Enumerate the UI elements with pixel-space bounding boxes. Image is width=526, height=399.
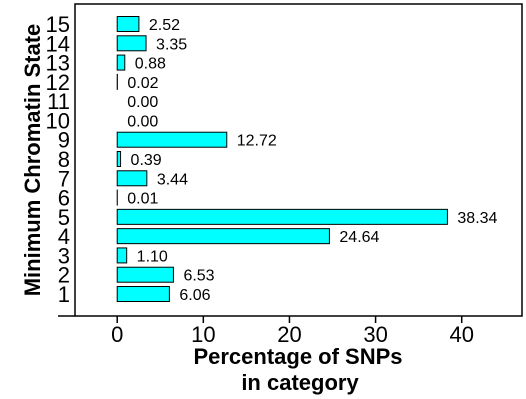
bar-state-4 [116,228,330,245]
y-tick-label-13: 13 [46,51,70,76]
data-label-state-14: 3.35 [156,36,187,53]
bar-state-15 [116,16,140,32]
bar-state-9 [116,131,228,148]
y-tick-label-12: 12 [46,70,70,95]
x-tick-label-40: 40 [449,322,473,347]
y-tick-label-7: 7 [58,166,70,191]
data-label-state-11: 0.00 [127,94,158,111]
data-label-state-8: 0.39 [131,152,162,169]
bar-state-1 [116,286,170,302]
bar-state-8 [116,151,122,167]
data-label-state-5: 38.34 [457,210,497,227]
x-axis: 0 10 20 30 40 [111,316,474,347]
y-tick-label-3: 3 [58,243,70,268]
data-label-state-10: 0.00 [127,113,158,130]
data-label-state-7: 3.44 [157,171,188,188]
x-axis-title-line2: in category [241,370,359,395]
data-label-state-1: 6.06 [179,287,210,304]
x-axis-title-line1: Percentage of SNPs [193,344,402,369]
y-tick-label-14: 14 [46,31,70,56]
x-tick-label-10: 10 [191,322,215,347]
bar-state-14 [116,35,147,52]
y-axis-title: Minimum Chromatin State [20,24,45,297]
bar-state-13 [116,54,126,71]
data-label-state-4: 24.64 [339,229,379,246]
bars [116,16,448,302]
bar-state-7 [116,170,148,187]
data-label-state-15: 2.52 [149,17,180,34]
x-tick-label-0: 0 [111,322,123,347]
x-tick-label-30: 30 [363,322,387,347]
y-tick-label-9: 9 [58,128,70,153]
y-tick-label-6: 6 [58,186,70,211]
data-label-state-3: 1.10 [137,248,168,265]
y-tick-label-4: 4 [58,224,70,249]
data-labels: 6.06 6.53 1.10 24.64 38.34 0.01 3.44 0.39 12.72 0… [127,17,497,304]
y-tick-label-5: 5 [58,205,70,230]
y-tick-label-1: 1 [58,282,70,307]
y-tick-label-10: 10 [46,108,70,133]
bar-state-5 [116,208,448,225]
x-tick-label-20: 20 [277,322,301,347]
bar-state-2 [116,266,174,283]
y-tick-label-2: 2 [58,263,70,288]
data-label-state-6: 0.01 [127,191,158,208]
bar-state-3 [116,247,128,264]
data-label-state-12: 0.02 [127,75,158,92]
y-tick-label-15: 15 [46,12,70,37]
y-tick-label-8: 8 [58,147,70,172]
data-label-state-2: 6.53 [183,268,214,285]
plot-frame [74,3,523,317]
y-tick-label-11: 11 [47,89,70,114]
data-label-state-9: 12.72 [237,133,277,150]
data-label-state-13: 0.88 [135,56,166,73]
